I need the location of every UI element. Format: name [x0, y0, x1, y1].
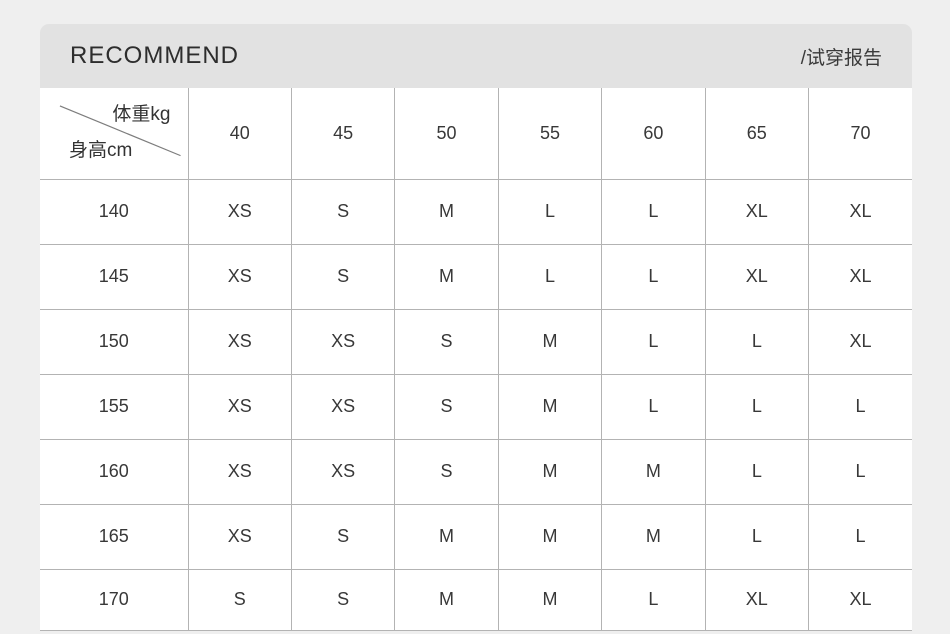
size-cell: L	[808, 373, 912, 440]
table-row-140: 140 XS S M L L XL XL	[40, 178, 912, 245]
size-cell: L	[601, 243, 706, 310]
weight-column-header: 50	[394, 88, 499, 180]
weight-header-row: 体重kg 身高cm 40 45 50 55 60 65 70	[40, 88, 912, 180]
table-row-155: 155 XS XS S M L L L	[40, 373, 912, 440]
size-cell: XL	[808, 243, 912, 310]
table-row-145: 145 XS S M L L XL XL	[40, 243, 912, 310]
size-cell: XS	[187, 373, 292, 440]
size-cell: L	[704, 308, 810, 375]
size-cell: L	[808, 438, 912, 505]
size-cell: XL	[808, 308, 912, 375]
height-row-header: 170	[40, 568, 189, 631]
size-cell: XL	[808, 178, 912, 245]
size-cell: XS	[187, 438, 292, 505]
size-cell: XS	[187, 503, 292, 570]
size-cell: S	[290, 568, 396, 631]
size-cell: L	[704, 438, 810, 505]
weight-column-header: 60	[601, 88, 706, 180]
size-cell: XS	[290, 438, 396, 505]
size-cell: XL	[704, 243, 810, 310]
size-cell: M	[394, 503, 499, 570]
size-cell: L	[601, 568, 706, 631]
weight-column-header: 45	[290, 88, 396, 180]
table-row-170: 170 S S M M L XL XL	[40, 568, 912, 631]
size-cell: L	[601, 178, 706, 245]
height-row-header: 160	[40, 438, 189, 505]
height-row-header: 140	[40, 178, 189, 245]
size-cell: XS	[187, 308, 292, 375]
diagonal-divider-line	[59, 105, 181, 157]
size-cell: XL	[704, 568, 810, 631]
size-cell: S	[290, 243, 396, 310]
size-recommendation-table: 体重kg 身高cm 40 45 50 55 60 65 70 140 XS S …	[40, 88, 912, 631]
size-cell: M	[394, 178, 499, 245]
recommend-header: RECOMMEND /试穿报告	[40, 24, 912, 88]
size-cell: S	[290, 178, 396, 245]
size-cell: L	[601, 373, 706, 440]
height-axis-label: 身高cm	[69, 139, 133, 161]
size-cell: XL	[808, 568, 912, 631]
fitting-report-label: /试穿报告	[800, 47, 882, 69]
size-cell: S	[187, 568, 292, 631]
size-cell: M	[497, 308, 603, 375]
size-cell: M	[497, 503, 603, 570]
size-cell: L	[808, 503, 912, 570]
weight-axis-label: 体重kg	[112, 104, 171, 125]
size-cell: M	[601, 438, 706, 505]
height-row-header: 150	[40, 308, 189, 375]
weight-column-header: 40	[187, 88, 292, 180]
height-row-header: 165	[40, 503, 189, 570]
table-row-165: 165 XS S M M M L L	[40, 503, 912, 570]
size-cell: L	[497, 243, 603, 310]
size-cell: M	[394, 243, 499, 310]
table-row-150: 150 XS XS S M L L XL	[40, 308, 912, 375]
size-cell: XS	[290, 373, 396, 440]
size-cell: XS	[290, 308, 396, 375]
size-cell: M	[497, 568, 603, 631]
axis-corner-cell: 体重kg 身高cm	[40, 88, 189, 180]
size-cell: S	[394, 373, 499, 440]
size-cell: M	[394, 568, 499, 631]
size-cell: S	[290, 503, 396, 570]
table-row-160: 160 XS XS S M M L L	[40, 438, 912, 505]
size-cell: XS	[187, 178, 292, 245]
size-cell: S	[394, 438, 499, 505]
size-cell: M	[497, 373, 603, 440]
size-cell: XS	[187, 243, 292, 310]
size-cell: M	[497, 438, 603, 505]
recommend-panel: RECOMMEND /试穿报告 体重kg 身高cm 40 45 50 55 60…	[40, 24, 912, 631]
size-cell: S	[394, 308, 499, 375]
weight-column-header: 70	[808, 88, 912, 180]
height-row-header: 145	[40, 243, 189, 310]
size-cell: L	[704, 503, 810, 570]
size-cell: L	[601, 308, 706, 375]
weight-column-header: 65	[704, 88, 810, 180]
size-cell: L	[497, 178, 603, 245]
size-cell: XL	[704, 178, 810, 245]
weight-column-header: 55	[497, 88, 603, 180]
height-row-header: 155	[40, 373, 189, 440]
size-cell: L	[704, 373, 810, 440]
size-cell: M	[601, 503, 706, 570]
recommend-title: RECOMMEND	[70, 42, 239, 69]
